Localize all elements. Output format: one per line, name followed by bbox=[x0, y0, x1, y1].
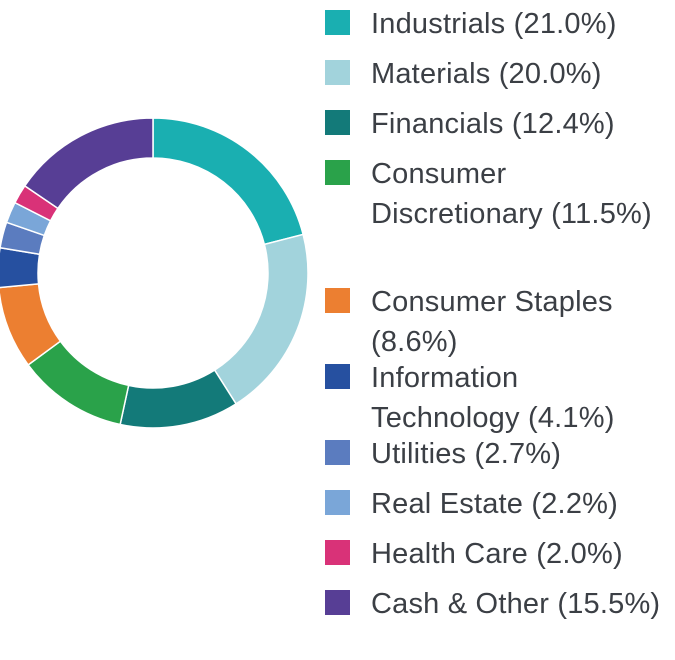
legend-item: Health Care (2.0%) bbox=[325, 534, 670, 584]
donut-svg bbox=[0, 117, 309, 429]
legend-item: Information Technology (4.1%) bbox=[325, 358, 670, 434]
legend-item: Cash & Other (15.5%) bbox=[325, 584, 670, 660]
donut-slice bbox=[23, 117, 154, 210]
legend-swatch bbox=[325, 60, 350, 85]
legend-label: Consumer Discretionary (11.5%) bbox=[371, 158, 652, 230]
legend-item: Real Estate (2.2%) bbox=[325, 484, 670, 534]
legend-swatch bbox=[325, 160, 350, 185]
legend-swatch bbox=[325, 10, 350, 35]
legend-label: Utilities (2.7%) bbox=[371, 438, 562, 470]
legend-item: Financials (12.4%) bbox=[325, 104, 670, 154]
legend-label: Cash & Other (15.5%) bbox=[371, 588, 661, 620]
legend-swatch bbox=[325, 590, 350, 615]
legend-label: Industrials (21.0%) bbox=[371, 8, 617, 40]
legend-swatch bbox=[325, 490, 350, 515]
legend-swatch bbox=[325, 540, 350, 565]
legend-label: Financials (12.4%) bbox=[371, 108, 615, 140]
donut-slice bbox=[0, 283, 62, 366]
legend-label: Materials (20.0%) bbox=[371, 58, 602, 90]
legend-item: Industrials (21.0%) bbox=[325, 4, 670, 54]
donut-slice bbox=[213, 233, 309, 405]
donut-slice bbox=[119, 369, 238, 429]
legend-item: Consumer Discretionary (11.5%) bbox=[325, 154, 670, 282]
legend-label: Health Care (2.0%) bbox=[371, 538, 623, 570]
legend-item: Materials (20.0%) bbox=[325, 54, 670, 104]
legend-swatch bbox=[325, 110, 350, 135]
legend-swatch bbox=[325, 288, 350, 313]
legend-item: Utilities (2.7%) bbox=[325, 434, 670, 484]
legend-label: Real Estate (2.2%) bbox=[371, 488, 618, 520]
legend-item: Consumer Staples (8.6%) bbox=[325, 282, 670, 358]
legend-swatch bbox=[325, 364, 350, 389]
donut-chart bbox=[0, 0, 320, 650]
legend-swatch bbox=[325, 440, 350, 465]
legend-label: Information Technology (4.1%) bbox=[371, 362, 615, 434]
legend-label: Consumer Staples (8.6%) bbox=[371, 286, 613, 358]
donut-slice bbox=[152, 117, 305, 246]
legend: Industrials (21.0%) Materials (20.0%) Fina… bbox=[325, 4, 670, 660]
